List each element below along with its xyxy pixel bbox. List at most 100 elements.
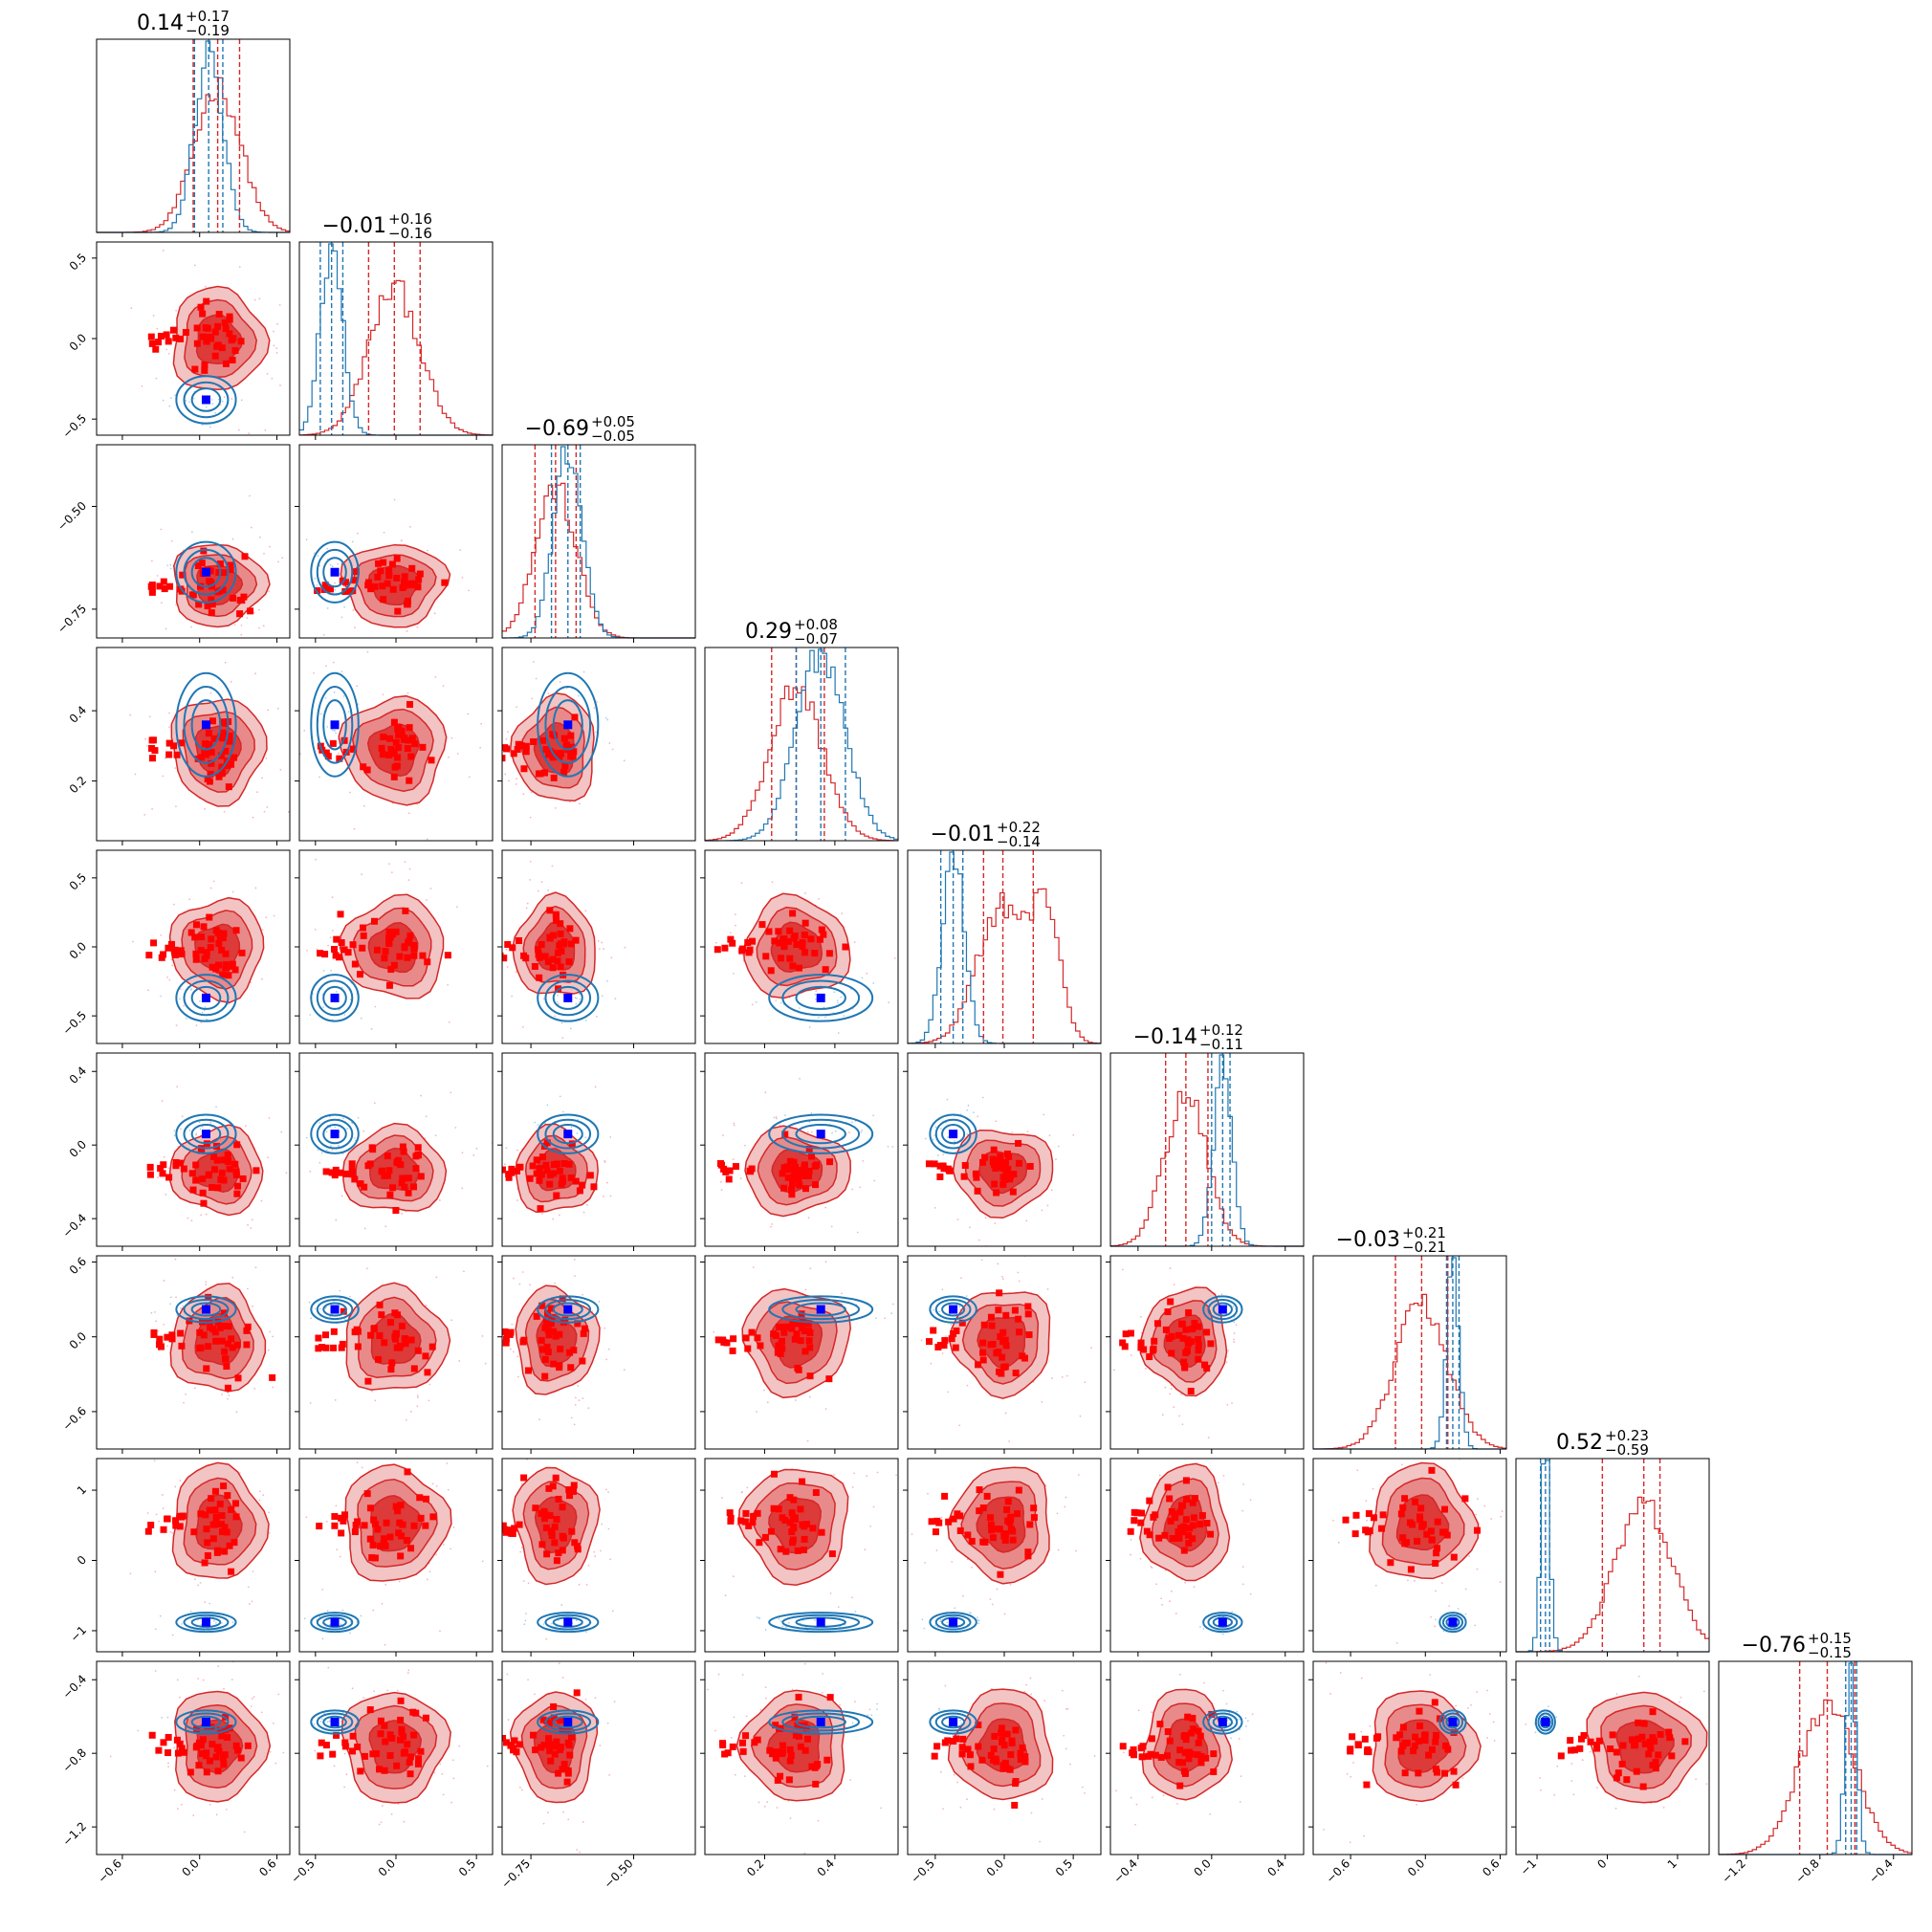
sample-point <box>951 1560 954 1563</box>
marker-red <box>1021 1753 1029 1761</box>
contour-blue-inner <box>941 1616 966 1628</box>
sample-point <box>167 1766 169 1768</box>
sample-point <box>940 1128 942 1131</box>
sample-point <box>174 767 177 769</box>
marker-red <box>144 1527 152 1535</box>
sample-point <box>516 1199 518 1201</box>
marker-red <box>516 1741 523 1748</box>
marker-red <box>384 580 391 587</box>
marker-red <box>565 958 573 966</box>
marker-red <box>225 783 232 791</box>
marker-red <box>338 1529 345 1537</box>
hist-red-2 <box>299 279 493 436</box>
sample-point <box>853 1472 855 1475</box>
marker-red <box>368 1554 376 1562</box>
sample-point <box>605 1358 608 1361</box>
panel-9-5 <box>929 1677 1096 1843</box>
panel-frame <box>501 1660 696 1855</box>
contour-blue-mid <box>316 685 354 764</box>
marker-red <box>730 1335 737 1343</box>
marker-red <box>332 1166 340 1174</box>
sample-point <box>927 1492 929 1495</box>
marker-red <box>538 1171 545 1178</box>
sample-point <box>759 1708 762 1711</box>
sample-point <box>468 589 470 592</box>
sample-point <box>161 1717 164 1719</box>
marker-red <box>564 1739 572 1746</box>
marker-red <box>997 1332 1004 1340</box>
contour-blue-mid <box>1441 1614 1464 1631</box>
marker-red <box>1182 1477 1190 1484</box>
marker-red <box>761 1533 769 1541</box>
title-minus-3: −0.05 <box>591 428 635 445</box>
panel-6-5 <box>924 1096 1075 1246</box>
sample-point <box>764 1629 767 1631</box>
sample-point <box>416 1396 419 1398</box>
sample-point <box>933 1134 936 1136</box>
sample-point <box>713 1330 715 1333</box>
contour-blue-outer <box>310 540 360 604</box>
sample-point <box>863 1617 866 1620</box>
marker-red <box>1179 1523 1187 1530</box>
sample-point <box>817 1017 820 1019</box>
marker-red <box>398 1179 406 1187</box>
sample-point <box>333 1765 336 1767</box>
sample-point <box>229 635 231 637</box>
sample-point <box>185 399 187 402</box>
marker-red <box>991 1732 999 1740</box>
contour-blue-outer <box>310 1295 360 1324</box>
sample-point <box>1218 1482 1219 1484</box>
sample-point <box>529 816 532 819</box>
marker-red <box>419 952 427 959</box>
sample-point <box>989 1598 992 1600</box>
sample-point <box>804 891 806 894</box>
marker-red <box>409 1708 417 1716</box>
sample-point <box>258 297 261 300</box>
sample-point <box>839 1626 842 1628</box>
sample-point <box>1051 1377 1053 1379</box>
sample-point <box>869 1526 872 1527</box>
marker-red <box>269 1373 276 1381</box>
marker-red <box>187 1768 194 1776</box>
sample-point <box>470 1488 472 1490</box>
sample-point <box>991 1687 993 1690</box>
title-median-8: 0.52 <box>1556 1431 1603 1455</box>
sample-point <box>1132 1456 1134 1458</box>
sample-point <box>434 676 437 678</box>
marker-red <box>987 1514 995 1522</box>
sample-point <box>472 1153 475 1156</box>
marker-red <box>189 1186 197 1194</box>
marker-red <box>315 1345 322 1352</box>
sample-point <box>223 810 226 813</box>
sample-point <box>326 1610 329 1612</box>
sample-point <box>197 1678 199 1680</box>
sample-point <box>527 1582 530 1585</box>
sample-point <box>582 1293 584 1296</box>
panel-7-1 <box>150 1258 276 1414</box>
marker-red <box>568 743 576 751</box>
marker-red <box>234 1746 242 1754</box>
sample-point <box>339 1555 341 1558</box>
sample-point <box>187 1217 189 1219</box>
panel-4-2 <box>299 650 483 841</box>
marker-red <box>738 945 746 953</box>
sample-point <box>361 873 363 876</box>
sample-point <box>250 1227 252 1229</box>
marker-red <box>507 1328 515 1336</box>
sample-point <box>330 970 332 972</box>
sample-point <box>860 1131 863 1133</box>
sample-point <box>509 1348 512 1350</box>
title-plus-3: +0.05 <box>591 413 635 430</box>
marker-red <box>566 1349 574 1356</box>
marker-red <box>148 340 156 347</box>
sample-point <box>1050 1189 1053 1192</box>
sample-point <box>758 1617 760 1619</box>
sample-point <box>213 1620 215 1622</box>
sample-point <box>1222 1633 1224 1636</box>
marker-red <box>751 1739 758 1746</box>
marker-red <box>541 1324 549 1331</box>
marker-red <box>219 1754 227 1762</box>
marker-red <box>380 734 387 741</box>
sample-point <box>1066 1374 1068 1377</box>
marker-red <box>553 916 560 924</box>
